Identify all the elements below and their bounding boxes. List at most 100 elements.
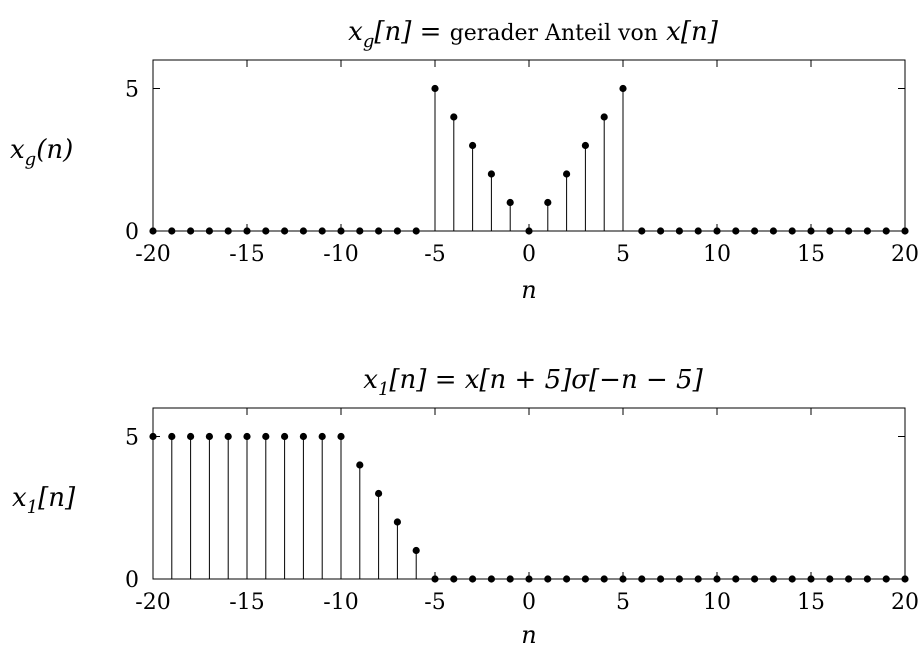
stem-marker bbox=[657, 227, 665, 235]
stem-marker bbox=[901, 227, 909, 235]
stem-marker bbox=[713, 575, 721, 583]
stem-marker bbox=[412, 227, 420, 235]
stem-marker bbox=[882, 575, 890, 583]
y-tick-label: 0 bbox=[125, 220, 139, 245]
ylabel-var: x bbox=[10, 135, 25, 165]
stem-marker bbox=[581, 575, 590, 583]
stem-marker bbox=[205, 432, 213, 441]
stem-marker bbox=[751, 227, 759, 235]
plot-bottom-title: x1[n] = x[n + 5]σ[−n − 5] bbox=[363, 365, 703, 400]
stem-marker bbox=[694, 227, 702, 235]
x-tick-label: -20 bbox=[135, 242, 170, 267]
stem-marker bbox=[901, 575, 909, 583]
x-tick-label: -5 bbox=[424, 590, 445, 615]
stem-marker bbox=[299, 227, 307, 235]
x-tick-label: 20 bbox=[891, 590, 918, 615]
stem-marker bbox=[506, 575, 514, 583]
stem-marker bbox=[243, 432, 251, 441]
title-sub: g bbox=[363, 31, 375, 52]
stem-marker bbox=[563, 170, 571, 178]
stem-marker bbox=[863, 575, 872, 583]
stem-marker bbox=[525, 227, 533, 235]
stem-marker bbox=[600, 575, 608, 583]
stem-marker bbox=[224, 227, 232, 235]
x-tick-label: 0 bbox=[522, 242, 536, 267]
stem-marker bbox=[769, 575, 778, 583]
plot-bottom-ylabel: x1[n] bbox=[12, 483, 76, 518]
stem-marker bbox=[187, 227, 195, 235]
ylabel-var: x bbox=[12, 483, 27, 513]
title-var: x bbox=[348, 17, 363, 47]
stem-marker bbox=[299, 432, 307, 441]
x-tick-label: 20 bbox=[891, 242, 918, 267]
stem-marker bbox=[205, 227, 213, 235]
stem-marker bbox=[882, 227, 890, 235]
ylabel-sub: 1 bbox=[27, 497, 38, 518]
stem-marker bbox=[826, 227, 834, 235]
plot-bottom: x1[n] = x[n + 5]σ[−n − 5] x1[n] n -20 -15… bbox=[12, 365, 918, 647]
stem-marker bbox=[431, 575, 439, 583]
plot-frame bbox=[152, 59, 906, 232]
plot-top: xg[n] = gerader Anteil von x[n] xg(n) n … bbox=[10, 17, 918, 304]
stem-marker bbox=[469, 575, 477, 583]
title-tail: x[n] bbox=[658, 17, 719, 47]
stem-marker bbox=[487, 170, 495, 178]
stem-marker bbox=[281, 227, 289, 235]
title-text: gerader Anteil von bbox=[450, 21, 658, 46]
title-sub: 1 bbox=[378, 379, 389, 400]
stem-marker bbox=[450, 113, 458, 121]
plot-top-xlabel: n bbox=[521, 276, 536, 304]
stem-marker bbox=[619, 84, 627, 93]
stem-marker bbox=[732, 575, 740, 583]
stem-marker bbox=[356, 461, 364, 469]
stem-marker bbox=[826, 575, 834, 583]
stem-marker bbox=[788, 575, 796, 583]
x-tick-label: 0 bbox=[522, 590, 536, 615]
stem-marker bbox=[168, 227, 176, 235]
stem-marker bbox=[694, 575, 702, 583]
stem-marker bbox=[431, 84, 439, 93]
x-tick-label: 15 bbox=[797, 242, 825, 267]
stem-marker bbox=[450, 575, 458, 583]
stem-marker bbox=[393, 518, 401, 526]
plot-bottom-marks: -20 -15 -10 -5 0 5 10 15 20 0 5 bbox=[125, 407, 918, 615]
stem-marker bbox=[318, 432, 326, 441]
x-tick-label: -10 bbox=[323, 590, 358, 615]
stem-marker bbox=[469, 141, 477, 150]
x-tick-label: -5 bbox=[424, 242, 445, 267]
stem-marker bbox=[487, 575, 495, 583]
stem-marker bbox=[168, 432, 176, 441]
x-tick-label: 5 bbox=[616, 242, 630, 267]
stem-marker bbox=[563, 575, 571, 583]
stem-marker bbox=[187, 432, 195, 441]
title-bracket: [n] = bbox=[374, 17, 449, 47]
x-tick-label: -15 bbox=[229, 242, 264, 267]
stem-marker bbox=[262, 227, 270, 235]
stem-marker bbox=[393, 227, 401, 235]
x-tick-label: 5 bbox=[616, 590, 630, 615]
stem-marker bbox=[675, 575, 684, 583]
y-tick-label: 5 bbox=[125, 426, 139, 451]
y-tick-label: 0 bbox=[125, 568, 139, 593]
stem-marker bbox=[807, 575, 815, 583]
stem-marker bbox=[375, 489, 383, 498]
plot-top-marks: -20 -15 -10 -5 0 5 10 15 20 0 5 bbox=[125, 59, 918, 267]
stem-marker bbox=[149, 227, 157, 235]
stem-marker bbox=[769, 227, 778, 235]
x-tick-label: -15 bbox=[229, 590, 264, 615]
stem-marker bbox=[337, 432, 345, 441]
x-tick-label: 10 bbox=[703, 590, 731, 615]
stem-marker bbox=[638, 575, 646, 583]
stem-marker bbox=[224, 432, 232, 441]
stem-marker bbox=[600, 113, 608, 121]
x-tick-label: 15 bbox=[797, 590, 825, 615]
stem-marker bbox=[751, 575, 759, 583]
stem-marker bbox=[262, 432, 270, 441]
stem-marker bbox=[638, 227, 646, 235]
x-tick-label: -20 bbox=[135, 590, 170, 615]
stem-marker bbox=[525, 575, 533, 583]
y-tick-label: 5 bbox=[125, 78, 139, 103]
stem-marker bbox=[149, 432, 157, 441]
stem-marker bbox=[807, 227, 815, 235]
